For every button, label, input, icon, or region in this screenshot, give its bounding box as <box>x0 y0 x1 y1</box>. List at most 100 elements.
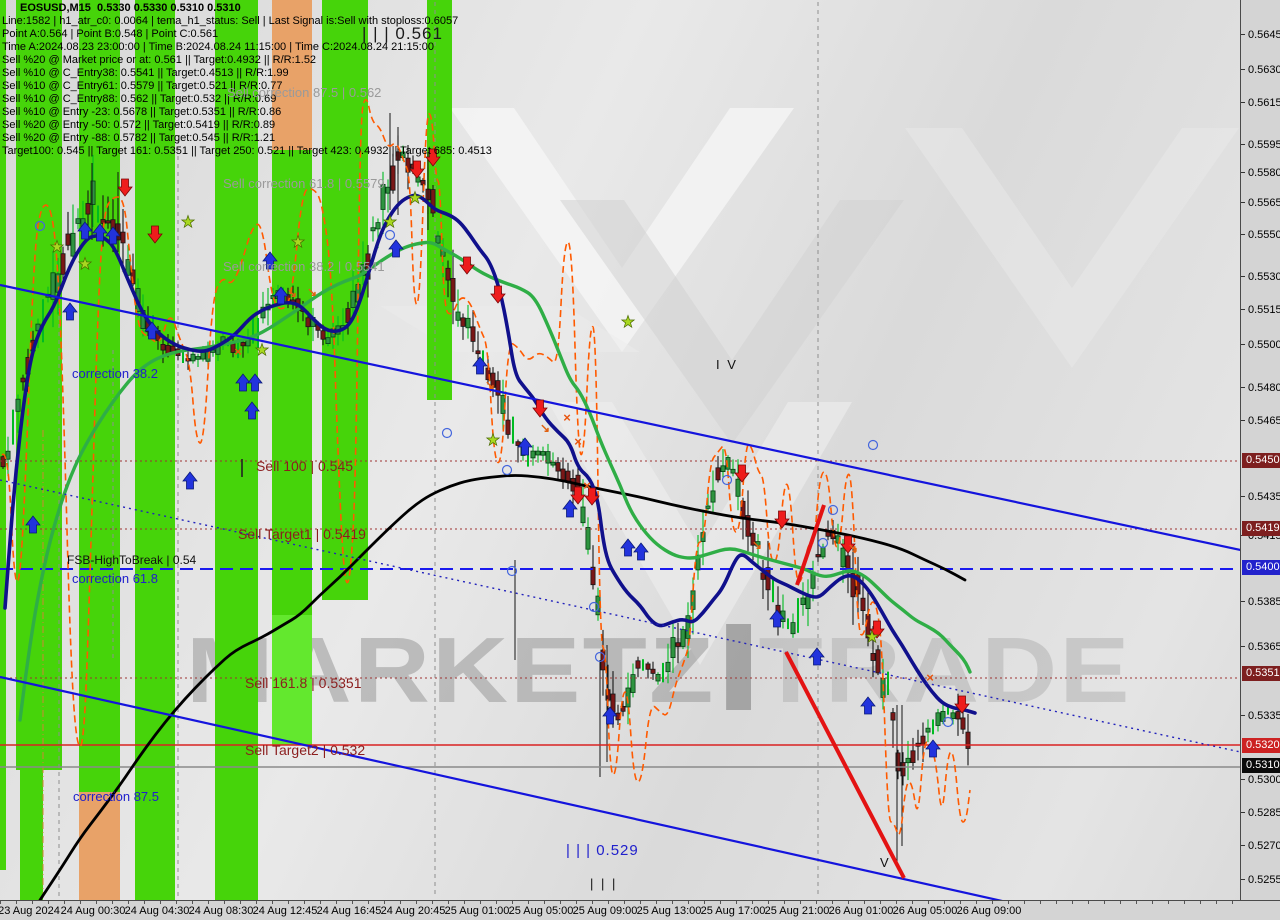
candle-body <box>445 267 451 281</box>
buy-arrow-icon <box>247 373 263 392</box>
star-icon <box>180 214 196 229</box>
stripe <box>79 0 120 792</box>
fractal-circle-icon <box>506 565 518 577</box>
candle-body <box>865 614 871 639</box>
sell-arrow-icon <box>459 256 475 275</box>
time-tick: 25 Aug 09:00 <box>572 905 638 917</box>
fractal-circle-icon <box>721 474 733 486</box>
candle-body <box>870 653 876 661</box>
stripe <box>0 0 6 870</box>
stripe <box>16 0 62 770</box>
sell-arrow-icon <box>954 695 970 714</box>
candle-body <box>190 353 196 362</box>
candle-body <box>555 462 561 472</box>
trend-line <box>784 651 906 879</box>
buy-arrow-icon <box>25 515 41 534</box>
candle-body <box>955 711 961 720</box>
time-axis[interactable]: 23 Aug 2024 24 Aug 00:30 24 Aug 04:30 24 Au… <box>0 900 1280 920</box>
candle-body <box>645 663 651 670</box>
price-badge-0.5351: 0.5351 <box>1242 666 1280 681</box>
candle-body <box>650 668 656 674</box>
time-tick: 26 Aug 09:00 <box>956 905 1022 917</box>
price-badge-0.5419: 0.5419 <box>1242 521 1280 536</box>
star-icon <box>49 239 65 254</box>
candle-body <box>670 637 676 659</box>
sell-arrow-icon <box>570 486 586 505</box>
candle-body <box>15 398 21 412</box>
logo-chevron <box>450 108 794 352</box>
price-tick: 0.5515 <box>1241 304 1280 316</box>
star-icon <box>407 190 423 205</box>
candle-body <box>455 311 461 321</box>
star-icon <box>382 214 398 229</box>
trend-line <box>0 283 1240 552</box>
buy-arrow-icon <box>809 647 825 666</box>
fast-ma-line <box>3 193 977 715</box>
candle-body <box>580 506 586 524</box>
price-tick: 0.5465 <box>1241 415 1280 427</box>
price-tick: 0.5480 <box>1241 382 1280 394</box>
price-tick: 0.5500 <box>1241 339 1280 351</box>
price-axis[interactable]: 0.5645 0.5630 0.5615 0.5595 0.5580 0.5565 0.55… <box>1240 0 1280 900</box>
star-icon <box>254 342 270 357</box>
buy-arrow-icon <box>472 356 488 375</box>
candle-body <box>460 317 466 327</box>
exit-mark-icon: ↘ <box>307 285 317 299</box>
price-tick: 0.5300 <box>1241 774 1280 786</box>
logo-chevron <box>905 128 1239 368</box>
trend-line <box>795 504 826 586</box>
buy-arrow-icon <box>105 226 121 245</box>
candle-body <box>490 372 496 388</box>
time-tick: 24 Aug 16:45 <box>316 905 382 917</box>
buy-arrow-icon <box>244 401 260 420</box>
buy-arrow-icon <box>860 696 876 715</box>
candle-body <box>630 674 636 693</box>
fractal-circle-icon <box>34 220 46 232</box>
sell-arrow-icon <box>425 148 441 167</box>
exit-mark-icon: ↘ <box>848 541 858 555</box>
candle-body <box>845 555 851 574</box>
star-icon <box>77 256 93 271</box>
candle-body <box>585 527 591 550</box>
fractal-circle-icon <box>384 229 396 241</box>
price-tick: 0.5550 <box>1241 229 1280 241</box>
star-icon <box>485 432 501 447</box>
candle-body <box>160 343 166 351</box>
candle-body <box>240 341 246 347</box>
buy-arrow-icon <box>769 609 785 628</box>
buy-arrow-icon <box>273 286 289 305</box>
candle-body <box>730 468 736 474</box>
x-mark-icon: × <box>563 410 571 425</box>
candle-body <box>890 712 896 721</box>
candle-body <box>515 441 521 446</box>
buy-arrow-icon <box>388 239 404 258</box>
candle-body <box>5 450 11 460</box>
price-tick: 0.5285 <box>1241 807 1280 819</box>
candle-body <box>815 554 821 558</box>
sell-arrow-icon <box>774 510 790 529</box>
candle-body <box>850 573 856 598</box>
price-badge-0.5310: 0.5310 <box>1242 758 1280 773</box>
sell-arrow-icon <box>869 620 885 639</box>
buy-arrow-icon <box>602 706 618 725</box>
candle-body <box>765 567 771 591</box>
candle-body <box>535 450 541 456</box>
buy-arrow-icon <box>633 542 649 561</box>
candle-body <box>375 222 381 230</box>
candle-body <box>470 326 476 342</box>
time-tick: 24 Aug 20:45 <box>380 905 446 917</box>
candle-body <box>565 470 571 482</box>
candle-body <box>905 757 911 764</box>
candle-body <box>530 450 536 459</box>
time-tick: 23 Aug 2024 <box>0 905 60 917</box>
time-tick: 26 Aug 01:00 <box>828 905 894 917</box>
candle-body <box>790 622 796 635</box>
price-plot[interactable]: ×××××↘ ↘↘↘↘ ↘ <box>0 0 1240 900</box>
candle-body <box>305 317 311 328</box>
candle-body <box>475 350 481 355</box>
candle-body <box>965 731 971 749</box>
candle-body <box>675 642 681 647</box>
star-icon <box>290 234 306 249</box>
candle-body <box>840 547 846 568</box>
